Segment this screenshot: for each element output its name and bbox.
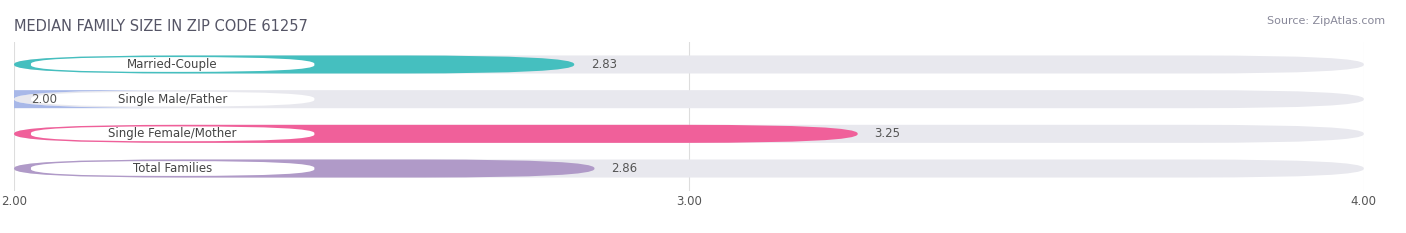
FancyBboxPatch shape xyxy=(14,125,858,143)
FancyBboxPatch shape xyxy=(0,90,183,108)
FancyBboxPatch shape xyxy=(31,127,315,141)
FancyBboxPatch shape xyxy=(31,92,315,106)
FancyBboxPatch shape xyxy=(31,57,315,72)
Text: Single Female/Mother: Single Female/Mother xyxy=(108,127,236,140)
Text: MEDIAN FAMILY SIZE IN ZIP CODE 61257: MEDIAN FAMILY SIZE IN ZIP CODE 61257 xyxy=(14,19,308,34)
FancyBboxPatch shape xyxy=(14,90,1364,108)
FancyBboxPatch shape xyxy=(14,55,1364,73)
FancyBboxPatch shape xyxy=(14,160,595,178)
Text: Source: ZipAtlas.com: Source: ZipAtlas.com xyxy=(1267,16,1385,26)
Text: 2.00: 2.00 xyxy=(31,93,56,106)
Text: 2.83: 2.83 xyxy=(591,58,617,71)
FancyBboxPatch shape xyxy=(14,160,1364,178)
FancyBboxPatch shape xyxy=(14,55,574,73)
Text: Total Families: Total Families xyxy=(134,162,212,175)
Text: Single Male/Father: Single Male/Father xyxy=(118,93,228,106)
Text: Married-Couple: Married-Couple xyxy=(128,58,218,71)
Text: 3.25: 3.25 xyxy=(875,127,900,140)
Text: 2.86: 2.86 xyxy=(612,162,637,175)
FancyBboxPatch shape xyxy=(14,125,1364,143)
FancyBboxPatch shape xyxy=(31,161,315,176)
